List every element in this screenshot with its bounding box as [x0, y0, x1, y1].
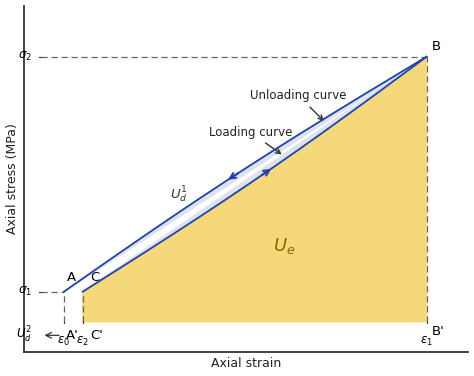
Text: C': C'	[91, 329, 103, 342]
Polygon shape	[64, 57, 427, 292]
Text: $U_e$: $U_e$	[273, 237, 295, 256]
X-axis label: Axial strain: Axial strain	[211, 358, 282, 370]
Text: $U_d^1$: $U_d^1$	[170, 185, 188, 205]
Text: A: A	[67, 271, 76, 284]
Text: B': B'	[431, 325, 444, 338]
Text: $\sigma_2$: $\sigma_2$	[18, 50, 32, 63]
Text: $U_d^2$: $U_d^2$	[16, 325, 32, 346]
Text: A': A'	[66, 329, 79, 342]
Text: Loading curve: Loading curve	[209, 126, 292, 154]
Polygon shape	[83, 57, 427, 322]
Y-axis label: Axial stress (MPa): Axial stress (MPa)	[6, 123, 18, 234]
Text: $\varepsilon_0$: $\varepsilon_0$	[57, 335, 71, 349]
Text: B: B	[431, 40, 441, 53]
Text: $\sigma_1$: $\sigma_1$	[18, 285, 32, 298]
Text: $\varepsilon_2$: $\varepsilon_2$	[76, 335, 89, 349]
Text: C: C	[91, 271, 100, 284]
Text: $\varepsilon_1$: $\varepsilon_1$	[420, 335, 433, 349]
Text: Unloading curve: Unloading curve	[250, 89, 347, 120]
